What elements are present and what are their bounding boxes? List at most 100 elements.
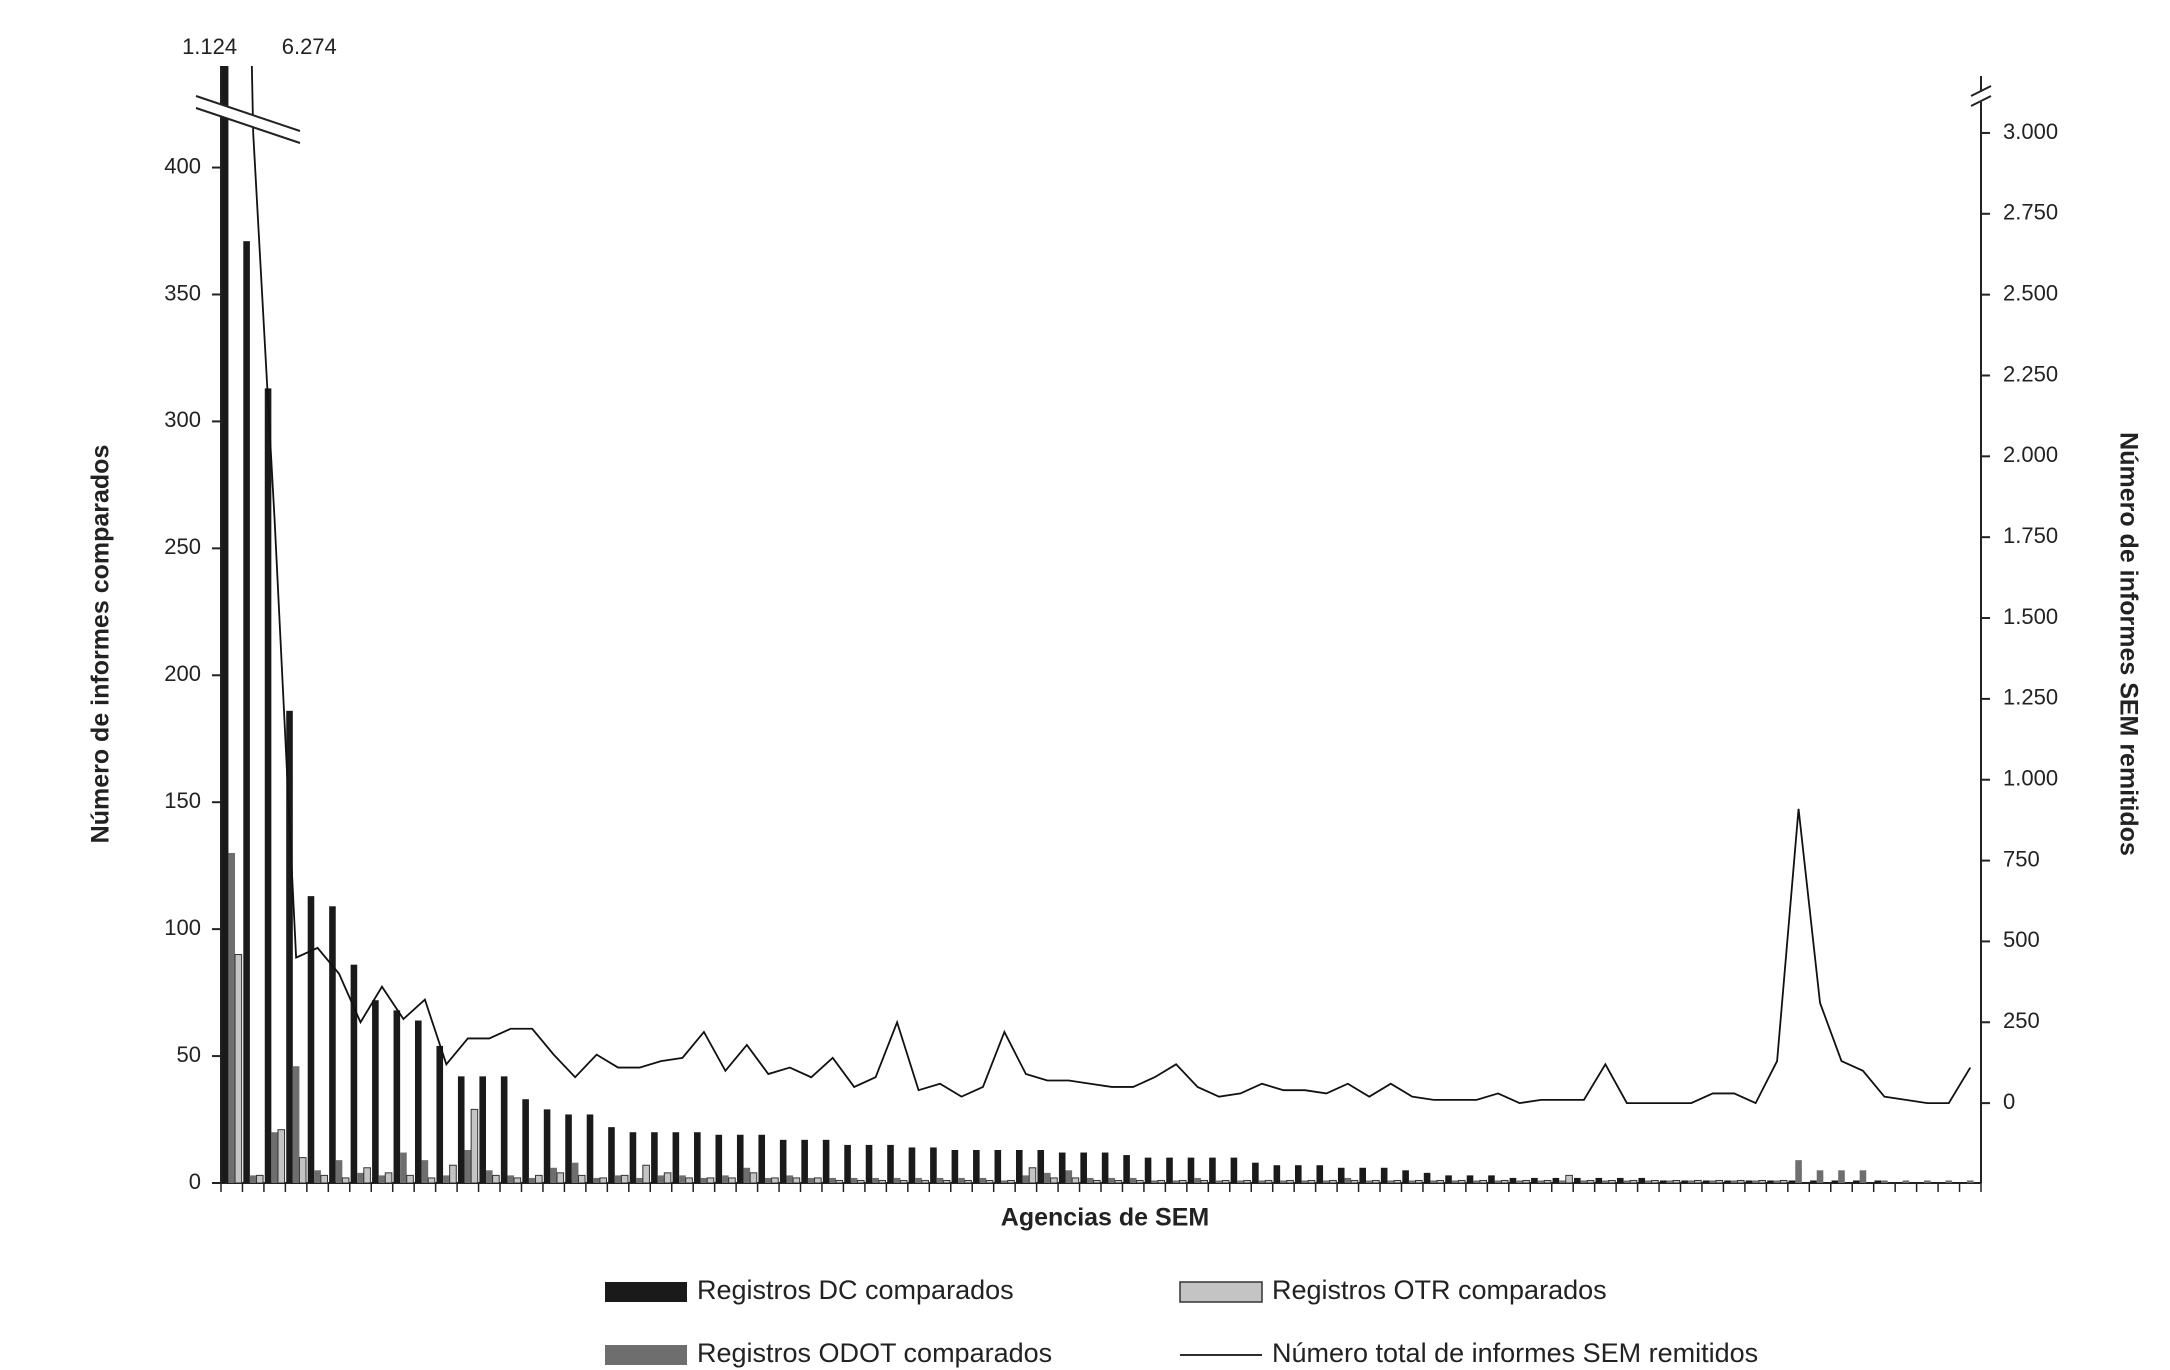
bar [1457, 1179, 1466, 1183]
bar [1044, 1172, 1051, 1183]
bar [1344, 1177, 1352, 1183]
legend-label: Registros DC comparados [697, 1275, 1014, 1305]
bar [593, 1177, 600, 1183]
bar [1623, 1180, 1631, 1183]
bar [1816, 1170, 1824, 1183]
y-tick-label: 400 [164, 153, 201, 178]
bar [1200, 1179, 1208, 1183]
bar [700, 1177, 708, 1183]
bar [1178, 1179, 1187, 1183]
bar [1230, 1157, 1238, 1183]
bar [249, 1175, 257, 1183]
axis-break [195, 107, 301, 144]
bar [1494, 1180, 1502, 1183]
y-tick-label: 200 [164, 661, 201, 686]
bar [357, 1172, 364, 1183]
bar [1372, 1179, 1380, 1183]
bar [1365, 1180, 1373, 1183]
bar [415, 1020, 422, 1183]
bar [1436, 1179, 1445, 1183]
bar [679, 1175, 686, 1183]
bar [822, 1139, 830, 1183]
bar [406, 1174, 414, 1183]
bar [479, 1076, 486, 1183]
bar [1537, 1180, 1545, 1183]
y2-tick-label: 250 [2003, 1008, 2040, 1033]
bar [685, 1177, 693, 1183]
bar [393, 1010, 401, 1183]
bar [1715, 1179, 1724, 1183]
bar [1616, 1177, 1624, 1183]
bar [1215, 1180, 1223, 1183]
bar [936, 1177, 944, 1183]
bar [1280, 1180, 1287, 1183]
bar [893, 1177, 901, 1183]
bar [1187, 1157, 1195, 1183]
bar [979, 1177, 987, 1183]
bar [1838, 1170, 1845, 1183]
bar [507, 1175, 515, 1183]
y-tick-label: 350 [164, 280, 201, 305]
bar [856, 1179, 865, 1183]
y2-tick-label: 750 [2003, 846, 2040, 871]
bar [1522, 1179, 1530, 1183]
bar [657, 1175, 665, 1183]
bar [470, 1108, 479, 1183]
bar [736, 1134, 744, 1183]
bar [642, 1164, 650, 1183]
bar [1645, 1180, 1652, 1183]
bar [1552, 1177, 1560, 1183]
bar [801, 1139, 808, 1183]
bar [1316, 1165, 1324, 1183]
bar [672, 1132, 680, 1183]
bar [1430, 1180, 1437, 1183]
y-tick-label: 100 [164, 915, 201, 940]
bar [543, 1109, 551, 1183]
bar [443, 1175, 450, 1183]
bar [335, 1160, 343, 1183]
bar [1007, 1179, 1015, 1183]
axis-break [196, 96, 300, 143]
bar [1966, 1180, 1974, 1183]
bar [1093, 1179, 1101, 1183]
bar [1252, 1162, 1259, 1183]
bar [1151, 1180, 1158, 1183]
bar [1329, 1179, 1337, 1183]
bar [930, 1147, 937, 1183]
legend-swatch [605, 1345, 687, 1365]
bar [1659, 1180, 1667, 1183]
bar [829, 1177, 837, 1183]
bar [715, 1134, 723, 1183]
bar [1500, 1179, 1509, 1183]
bar [942, 1179, 951, 1183]
bar [457, 1076, 465, 1183]
bar [1295, 1165, 1302, 1183]
legend-swatch [605, 1282, 687, 1302]
y2-tick-label: 2.250 [2003, 361, 2058, 386]
bar [1015, 1149, 1023, 1183]
bar [608, 1127, 615, 1183]
bar [1123, 1155, 1130, 1183]
y-tick-label: 150 [164, 788, 201, 813]
bar [1380, 1167, 1388, 1183]
bar [1194, 1177, 1201, 1183]
bar [786, 1175, 794, 1183]
bar [1065, 1170, 1073, 1183]
bar [1001, 1180, 1008, 1183]
y2-tick-label: 1.250 [2003, 685, 2058, 710]
x-axis-title: Agencias de SEM [1001, 1204, 1209, 1232]
legend-swatch [1179, 1281, 1263, 1303]
bar [500, 1076, 508, 1183]
bar [341, 1177, 350, 1183]
bar [1773, 1180, 1781, 1183]
bar [1307, 1179, 1316, 1183]
bar [513, 1177, 522, 1183]
bar [1129, 1177, 1137, 1183]
bar [292, 1066, 300, 1183]
bar [1286, 1179, 1294, 1183]
bar [1408, 1180, 1416, 1183]
bar [577, 1174, 586, 1183]
y2-tick-label: 500 [2003, 927, 2040, 952]
bar [1157, 1179, 1166, 1183]
bar [850, 1177, 858, 1183]
